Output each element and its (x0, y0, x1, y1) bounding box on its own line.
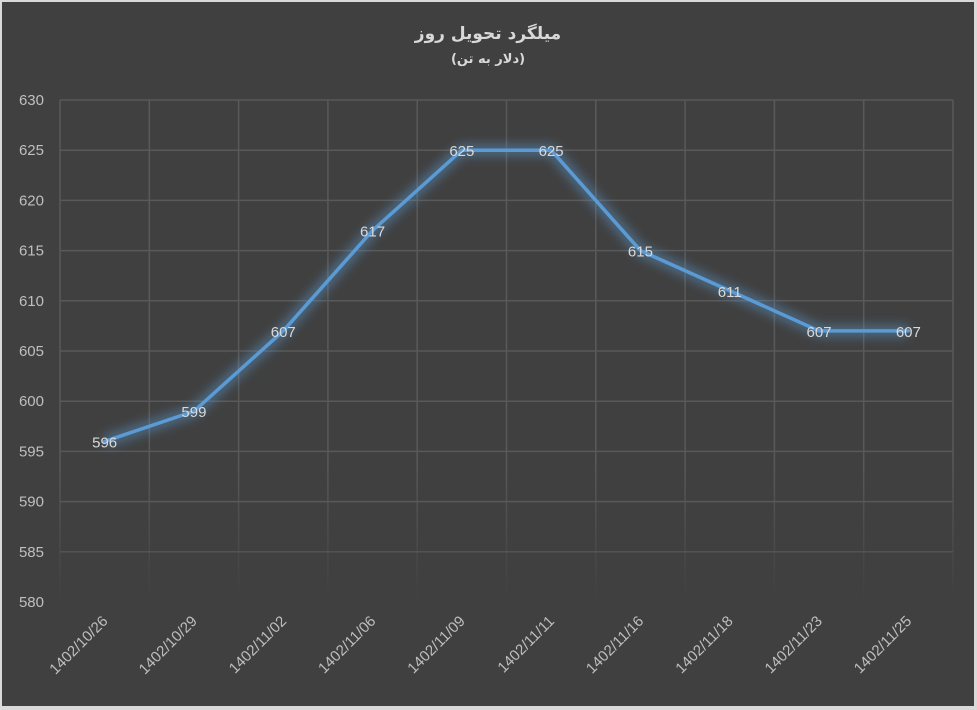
y-tick-label: 605 (19, 343, 44, 360)
y-tick-label: 600 (19, 393, 44, 410)
y-tick-label: 610 (19, 293, 44, 310)
x-tick-label: 1402/11/23 (762, 613, 826, 677)
x-tick-label: 1402/10/29 (136, 613, 201, 678)
x-tick-label: 1402/11/06 (315, 613, 379, 677)
y-tick-label: 620 (19, 192, 44, 209)
x-tick-label: 1402/11/25 (851, 613, 915, 677)
data-label: 607 (271, 324, 296, 341)
y-tick-label: 625 (19, 142, 44, 159)
data-label: 625 (539, 143, 564, 160)
x-tick-label: 1402/11/11 (494, 613, 558, 677)
data-label: 599 (181, 404, 206, 421)
data-label: 611 (718, 284, 742, 301)
chart-subtitle: (دلار به تن) (450, 52, 526, 67)
data-series-line (102, 144, 911, 448)
y-tick-label: 585 (19, 544, 44, 561)
data-labels: 596 599 607 617 625 625 615 611 607 607 (92, 143, 921, 451)
x-tick-label: 1402/11/18 (672, 613, 736, 677)
x-tick-label: 1402/10/26 (46, 613, 111, 678)
y-axis-labels: 580 585 590 595 600 605 610 615 620 625 630 (19, 92, 44, 611)
y-tick-label: 595 (19, 443, 44, 460)
data-label: 617 (360, 224, 385, 241)
data-label: 607 (807, 324, 832, 341)
data-label: 596 (92, 434, 117, 451)
y-tick-label: 615 (19, 243, 44, 260)
x-tick-label: 1402/11/16 (583, 613, 647, 677)
y-tick-label: 590 (19, 494, 44, 511)
chart-title: میلگرد تحویل روز (414, 24, 562, 44)
x-tick-label: 1402/11/09 (404, 613, 468, 677)
y-tick-label: 580 (19, 594, 44, 611)
horizontal-gridlines (60, 99, 953, 553)
x-tick-label: 1402/11/02 (226, 613, 290, 677)
data-label: 607 (896, 324, 921, 341)
y-tick-label: 630 (19, 92, 44, 109)
data-label: 625 (449, 143, 474, 160)
data-label: 615 (628, 244, 653, 261)
series-line (102, 148, 911, 444)
x-axis-labels: 1402/10/26 1402/10/29 1402/11/02 1402/11/06… (46, 613, 915, 678)
